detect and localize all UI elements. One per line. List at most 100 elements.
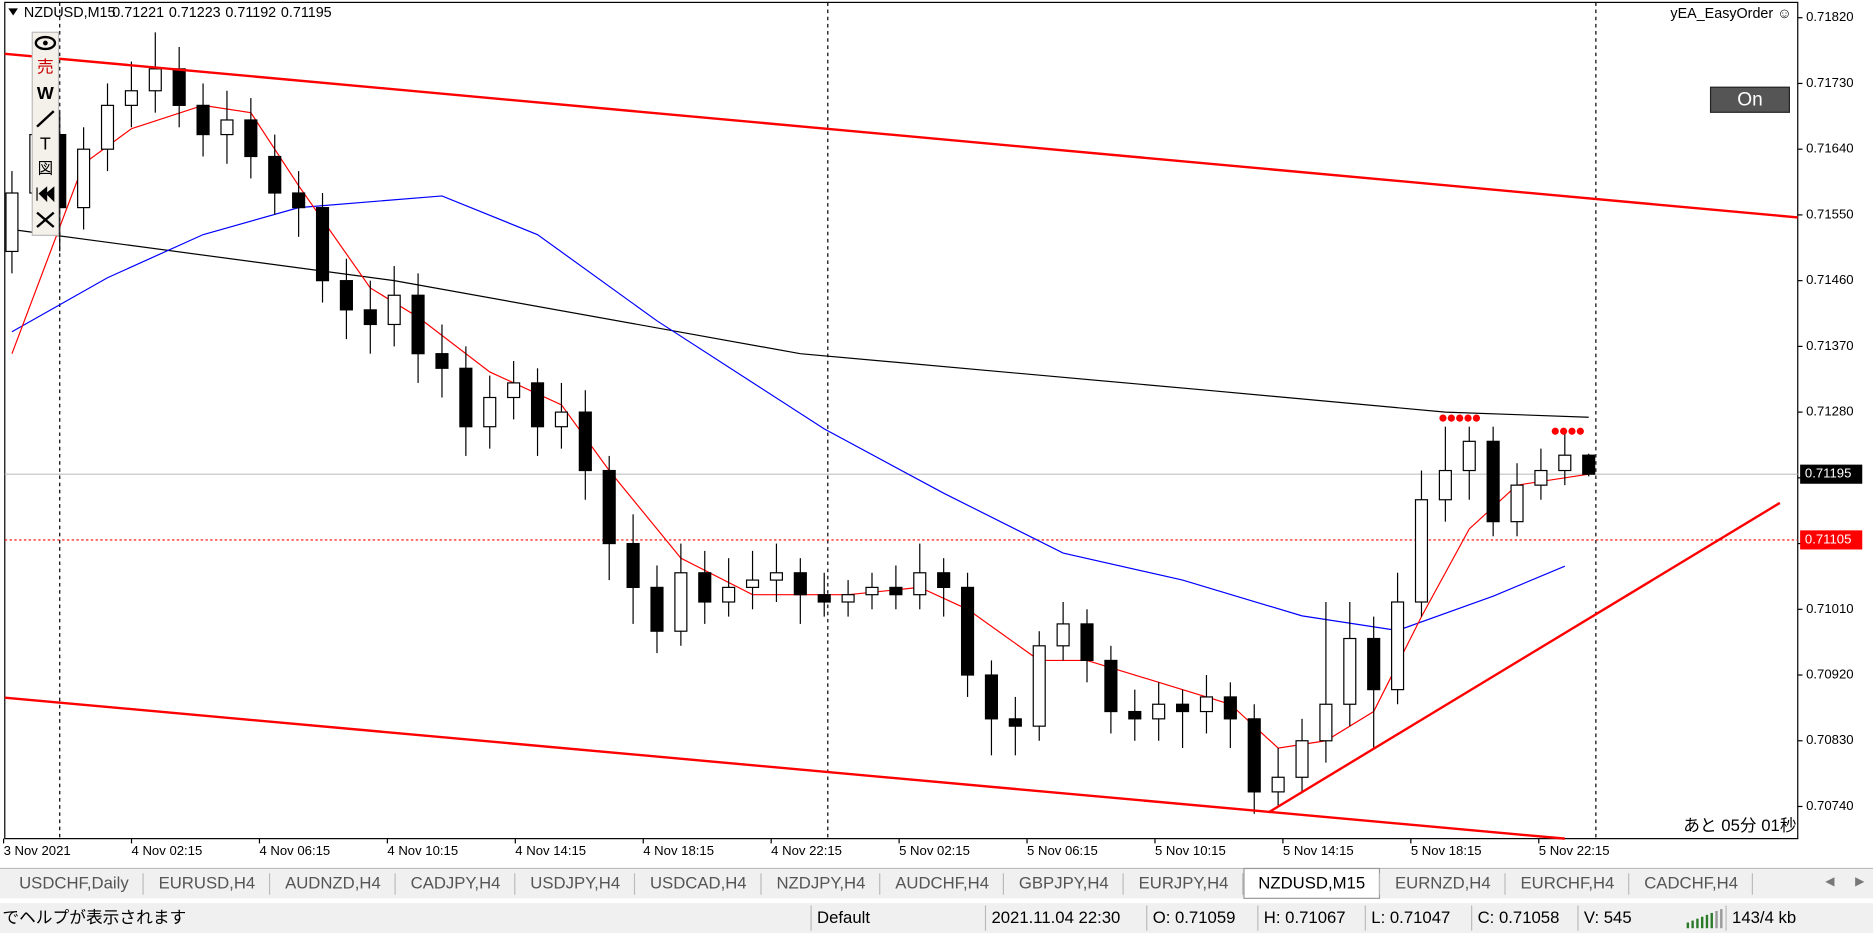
status-text: 2021.11.04 22:30: [991, 908, 1120, 927]
candle-body: [339, 280, 353, 311]
on-button-label[interactable]: On: [1737, 89, 1762, 110]
dot: [1456, 414, 1464, 422]
x-tick-label: 3 Nov 2021: [4, 843, 71, 858]
tab-label[interactable]: AUDNZD,H4: [285, 873, 381, 892]
tab-label[interactable]: EURNZD,H4: [1395, 873, 1491, 892]
y-tick-label: 0.71370: [1806, 338, 1853, 353]
x-tick-label: 5 Nov 06:15: [1027, 843, 1098, 858]
header-price: 0.71223: [169, 5, 221, 21]
candle-body: [1104, 659, 1118, 713]
alert-label-bg: [1800, 530, 1863, 550]
tool[interactable]: T: [40, 133, 51, 153]
candle-body: [315, 207, 330, 282]
tool[interactable]: 売: [37, 58, 54, 77]
y-tick-label: 0.71460: [1806, 272, 1853, 287]
tab-scroll-right[interactable]: ▶: [1855, 874, 1865, 888]
tab[interactable]: [1124, 870, 1243, 898]
moving-average: [11, 195, 1566, 632]
tab[interactable]: [880, 870, 1004, 898]
moving-average: [11, 228, 1589, 418]
x-tick-label: 4 Nov 02:15: [132, 843, 203, 858]
tab[interactable]: [1004, 870, 1124, 898]
connection-bar: [1691, 920, 1694, 929]
dot: [1551, 427, 1559, 435]
tab-label[interactable]: USDCAD,H4: [650, 873, 747, 892]
tab[interactable]: [144, 870, 270, 898]
trend-line: [1267, 501, 1781, 814]
tab-label[interactable]: AUDCHF,H4: [895, 873, 989, 892]
candle-body: [411, 294, 425, 355]
dot: [1447, 414, 1455, 422]
candle-body: [1032, 645, 1046, 727]
tab[interactable]: [4, 870, 144, 898]
tab[interactable]: [515, 870, 635, 898]
status-text: でヘルプが表示されます: [2, 908, 186, 927]
channel-upper: [4, 52, 1798, 219]
x-tick-label: 5 Nov 10:15: [1155, 843, 1226, 858]
y-tick-label: 0.71820: [1806, 9, 1853, 24]
x-tick-label: 5 Nov 18:15: [1411, 843, 1482, 858]
tab-label[interactable]: EURCHF,H4: [1521, 873, 1615, 892]
candle-body: [960, 586, 975, 676]
candle-body: [483, 396, 497, 428]
candle-body: [841, 594, 855, 603]
candle-body: [1534, 469, 1548, 486]
tab-label[interactable]: EURUSD,H4: [159, 873, 256, 892]
signal-dots: [1439, 414, 1584, 435]
dropdown-icon: [8, 8, 18, 16]
candle-body: [1223, 696, 1237, 720]
candle-body: [1080, 623, 1094, 662]
dot: [1472, 414, 1481, 422]
dot: [1576, 427, 1584, 435]
x-tick-label: 5 Nov 14:15: [1283, 843, 1354, 858]
tab-label[interactable]: NZDJPY,H4: [776, 873, 865, 892]
tab[interactable]: [1380, 870, 1506, 898]
connection-bar: [1696, 918, 1699, 929]
toolbar: 売 W T 図: [31, 31, 60, 236]
tab[interactable]: [1506, 870, 1629, 898]
tabs: USDCHF,Daily EURUSD,H4 AUDNZD,H4 CADJPY,H4 U…: [4, 867, 1753, 899]
candle-body: [1008, 718, 1022, 727]
tab[interactable]: [396, 870, 515, 898]
price-label: 0.71195: [1805, 466, 1851, 481]
x-tick-label: 4 Nov 14:15: [515, 843, 586, 858]
y-tick-label: 0.71010: [1806, 601, 1853, 616]
tab[interactable]: [1243, 867, 1381, 899]
candle-body: [722, 586, 736, 603]
tab[interactable]: [270, 870, 396, 898]
tab-label[interactable]: EURJPY,H4: [1139, 873, 1229, 892]
connection-bar: [1700, 916, 1704, 929]
plot: [2, 17, 1803, 844]
ea-name: yEA_EasyOrder ☺: [1670, 6, 1791, 22]
dot: [1560, 427, 1568, 435]
status-bar: [0, 903, 1873, 933]
dot: [1568, 427, 1576, 435]
tab[interactable]: [635, 870, 761, 898]
status-text: C: 0.71058: [1478, 908, 1560, 927]
tab[interactable]: [762, 870, 880, 898]
chart-frame: [4, 1, 1799, 840]
tab-label[interactable]: CADCHF,H4: [1644, 873, 1738, 892]
tool[interactable]: W: [37, 83, 54, 103]
tab[interactable]: [1629, 870, 1753, 898]
candle-body: [626, 542, 640, 588]
on-button[interactable]: [1709, 86, 1790, 113]
tab-scroll-left[interactable]: ◀: [1825, 874, 1835, 888]
scissors-icon[interactable]: [36, 211, 55, 228]
header: NZDUSD,M15 0.71221 0.71223 0.71192 0.71195 …: [8, 5, 1792, 22]
tab-label[interactable]: USDCHF,Daily: [19, 873, 129, 892]
tab-label[interactable]: NZDUSD,M15: [1258, 873, 1365, 892]
candle-body: [1152, 703, 1166, 720]
channel-lower: [4, 696, 1565, 840]
candle-body: [77, 148, 91, 209]
candle-body: [1367, 637, 1381, 691]
tab-label[interactable]: CADJPY,H4: [411, 873, 501, 892]
tool[interactable]: 図: [38, 161, 54, 178]
candle-body: [913, 572, 927, 596]
tab-label[interactable]: USDJPY,H4: [530, 873, 620, 892]
tab-label[interactable]: GBPJPY,H4: [1019, 873, 1109, 892]
pencil-icon[interactable]: [36, 110, 55, 128]
rewind-icon[interactable]: [36, 186, 55, 203]
price-label-bg: [1800, 464, 1863, 484]
